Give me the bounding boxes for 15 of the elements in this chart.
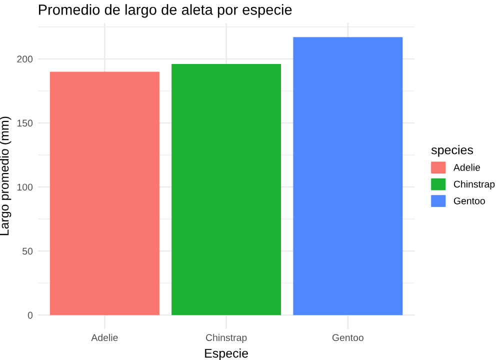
y-tick-label: 0: [28, 312, 33, 319]
legend-label: Chinstrap: [454, 180, 495, 190]
chart-title: Promedio de largo de aleta por especie: [38, 4, 292, 18]
x-tick-label: Chinstrap: [206, 334, 247, 343]
x-axis-title: Especie: [205, 348, 248, 360]
y-tick-label: 150: [17, 120, 33, 127]
y-tick-label: 200: [17, 56, 33, 63]
y-tick-label: 50: [22, 248, 33, 255]
legend-label: Adelie: [453, 164, 480, 171]
y-tick-label: 100: [17, 184, 33, 191]
legend-label: Gentoo: [454, 197, 485, 204]
x-tick-label: Adelie: [91, 334, 118, 342]
legend-title: species: [431, 145, 474, 157]
y-axis-title: Largo promedio (mm): [0, 116, 12, 236]
x-tick-label: Gentoo: [332, 334, 364, 342]
